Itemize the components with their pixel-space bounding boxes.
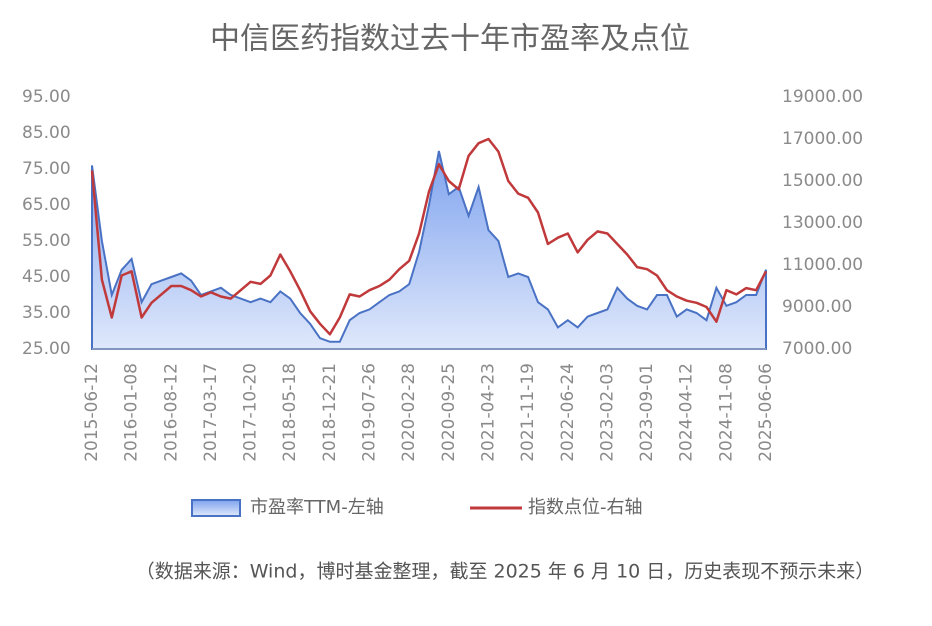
y2-tick-label: 13000.00 — [782, 213, 863, 233]
y2-tick-label: 7000.00 — [782, 339, 852, 359]
x-tick-label: 2018-12-21 — [320, 363, 340, 462]
y2-tick-label: 15000.00 — [782, 171, 863, 191]
x-tick-label: 2017-10-20 — [241, 363, 261, 462]
source-note: （数据来源：Wind，博时基金整理，截至 2025 年 6 月 10 日，历史表… — [136, 561, 875, 583]
legend-label: 指数点位-右轴 — [528, 497, 643, 518]
x-tick-label: 2022-06-24 — [558, 363, 578, 462]
x-tick-label: 2024-04-12 — [677, 363, 697, 462]
x-tick-label: 2021-04-23 — [478, 363, 498, 462]
x-tick-label: 2024-11-08 — [716, 363, 736, 462]
x-tick-label: 2015-06-12 — [82, 363, 102, 462]
legend-label: 市盈率TTM-左轴 — [250, 497, 384, 518]
legend-swatch — [191, 499, 241, 517]
x-tick-label: 2023-02-03 — [597, 363, 617, 462]
x-tick-label: 2016-01-08 — [122, 363, 142, 462]
x-tick-label: 2019-07-26 — [360, 363, 380, 462]
y2-tick-label: 19000.00 — [782, 87, 863, 107]
x-tick-label: 2021-11-19 — [518, 363, 538, 462]
x-tick-label: 2020-09-25 — [439, 363, 459, 462]
pe-area — [91, 150, 767, 350]
y2-tick-label: 17000.00 — [782, 129, 863, 149]
x-tick-label: 2023-09-01 — [637, 363, 657, 462]
x-tick-label: 2017-03-17 — [201, 363, 221, 462]
x-tick-label: 2016-08-12 — [161, 363, 181, 462]
y-tick-label: 75.00 — [22, 159, 71, 179]
y2-tick-label: 11000.00 — [782, 255, 863, 275]
index-line — [90, 137, 768, 336]
x-tick-label: 2020-02-28 — [399, 363, 419, 462]
y-tick-label: 55.00 — [22, 231, 71, 251]
x-tick-label: 2018-05-18 — [280, 363, 300, 462]
y-tick-label: 65.00 — [22, 195, 71, 215]
y-tick-label: 95.00 — [22, 87, 71, 107]
chart-title: 中信医药指数过去十年市盈率及点位 — [210, 22, 690, 57]
y2-tick-label: 9000.00 — [782, 297, 852, 317]
y-tick-label: 45.00 — [22, 267, 71, 287]
x-tick-label: 2025-06-06 — [756, 363, 776, 462]
y-tick-label: 25.00 — [22, 339, 71, 359]
y-tick-label: 35.00 — [22, 303, 71, 323]
y-tick-label: 85.00 — [22, 123, 71, 143]
